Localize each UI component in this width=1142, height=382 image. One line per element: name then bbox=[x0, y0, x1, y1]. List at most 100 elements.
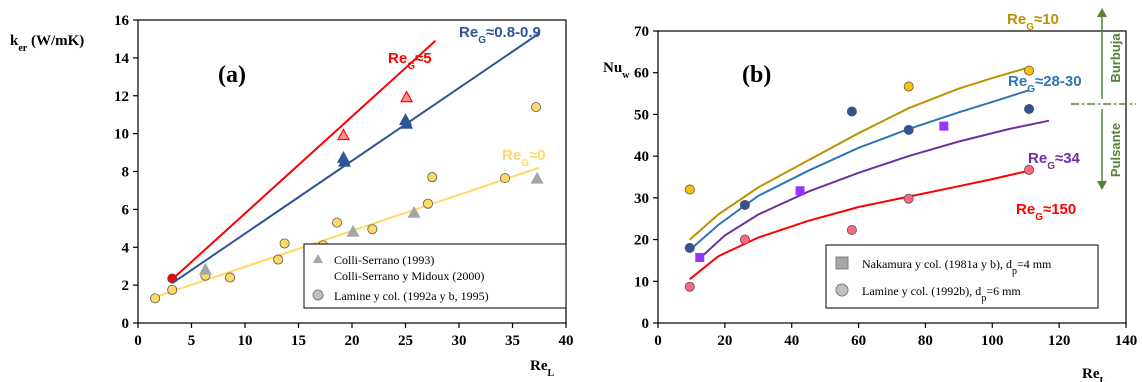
x-axis-label: ReL bbox=[1082, 366, 1107, 382]
curve-label: ReG≈0 bbox=[502, 147, 546, 169]
curve-label: ReG≈0.8-0.9 bbox=[459, 24, 541, 46]
data-point-triangle bbox=[336, 128, 350, 141]
x-tick-label: 140 bbox=[1115, 333, 1138, 349]
data-point-circle bbox=[684, 281, 695, 292]
legend-entry: Colli-Serrano (1993) bbox=[334, 253, 434, 267]
y-tick-label: 10 bbox=[634, 274, 649, 290]
series-line bbox=[689, 89, 1030, 251]
x-tick-label: 30 bbox=[452, 333, 467, 349]
x-tick-label: 15 bbox=[291, 333, 306, 349]
y-tick-label: 6 bbox=[122, 202, 130, 218]
data-point-circle bbox=[167, 284, 178, 295]
series-line bbox=[689, 169, 1030, 280]
data-point-square bbox=[695, 253, 705, 263]
x-tick-label: 120 bbox=[1048, 333, 1071, 349]
y-tick-label: 16 bbox=[114, 13, 130, 29]
y-tick-label: 14 bbox=[114, 51, 130, 67]
curve-label: ReG≈150 bbox=[1016, 201, 1076, 223]
data-point-triangle bbox=[400, 116, 414, 129]
x-tick-label: 10 bbox=[238, 333, 253, 349]
legend-entry: Colli-Serrano y Midoux (2000) bbox=[334, 269, 484, 283]
y-tick-label: 50 bbox=[634, 107, 649, 123]
series-line bbox=[689, 66, 1030, 241]
data-point-circle bbox=[1024, 104, 1035, 115]
data-point-triangle bbox=[346, 224, 360, 237]
x-tick-label: 5 bbox=[188, 333, 196, 349]
plot-frame bbox=[657, 30, 1127, 324]
regime-arrowhead-up bbox=[1097, 8, 1107, 17]
data-point-square bbox=[795, 186, 805, 196]
x-tick-label: 40 bbox=[559, 333, 574, 349]
x-tick-label: 80 bbox=[918, 333, 933, 349]
data-point-circle bbox=[739, 234, 750, 245]
legend-box bbox=[303, 243, 567, 309]
data-point-circle bbox=[150, 293, 161, 304]
data-point-circle bbox=[500, 173, 511, 184]
curve-label: ReG≈10 bbox=[1007, 11, 1059, 33]
y-tick-label: 40 bbox=[634, 149, 649, 165]
legend-entry: Lamine y col. (1992b), dp=6 mm bbox=[862, 284, 1021, 304]
data-point-circle bbox=[903, 193, 914, 204]
y-tick-label: 30 bbox=[634, 191, 649, 207]
legend-box bbox=[825, 244, 1099, 309]
data-point-circle bbox=[367, 224, 378, 235]
x-tick-label: 20 bbox=[717, 333, 732, 349]
data-point-triangle bbox=[400, 90, 414, 103]
series-line bbox=[171, 40, 437, 281]
curve-label: ReG≈5 bbox=[388, 50, 432, 72]
x-tick-label: 25 bbox=[398, 333, 413, 349]
x-tick-label: 20 bbox=[345, 333, 360, 349]
data-point-circle bbox=[846, 106, 857, 117]
x-tick-label: 60 bbox=[851, 333, 866, 349]
panel-b: 0 20 40 60 80 100 120 140 0 10 20 30 40 50 60 70 ReL Nuw (… bbox=[603, 8, 1137, 382]
x-tick-label: 0 bbox=[654, 333, 662, 349]
y-tick-label: 10 bbox=[114, 127, 129, 143]
legend-entry: Lamine y col. (1992a y b, 1995) bbox=[334, 289, 489, 303]
data-point-circle bbox=[531, 102, 542, 113]
x-tick-label: 100 bbox=[981, 333, 1004, 349]
series-line bbox=[153, 166, 540, 299]
curve-label: ReG≈34 bbox=[1028, 150, 1081, 172]
data-point-triangle bbox=[530, 171, 544, 184]
data-point-circle bbox=[846, 224, 857, 235]
data-point-circle bbox=[422, 198, 433, 209]
y-tick-label: 0 bbox=[122, 316, 130, 332]
regime-label-pulsante: Pulsante bbox=[1108, 123, 1123, 177]
regime-label-burbuja: Burbuja bbox=[1108, 33, 1123, 83]
x-tick-label: 0 bbox=[134, 333, 142, 349]
curve-label: ReG≈28-30 bbox=[1008, 73, 1082, 95]
panel-label: (a) bbox=[218, 62, 246, 88]
data-point-circle bbox=[739, 199, 750, 210]
y-tick-label: 2 bbox=[122, 278, 130, 294]
legend-marker-circle bbox=[312, 289, 324, 301]
y-tick-label: 4 bbox=[122, 240, 130, 256]
data-point-circle bbox=[427, 172, 438, 183]
data-point-circle bbox=[903, 124, 914, 135]
legend-marker-triangle bbox=[313, 254, 323, 263]
data-point-circle bbox=[273, 254, 284, 265]
data-point-circle bbox=[903, 81, 914, 92]
y-tick-label: 60 bbox=[634, 66, 649, 82]
x-tick-label: 35 bbox=[505, 333, 520, 349]
data-point-circle bbox=[225, 272, 236, 283]
data-point-circle bbox=[332, 217, 343, 228]
series-line bbox=[171, 32, 540, 285]
data-point-circle bbox=[1024, 65, 1035, 76]
panel-a: 0 5 10 15 20 25 30 35 40 0 2 4 6 8 10 12 14 16 ReL ker (W/m… bbox=[10, 13, 574, 379]
data-point-circle bbox=[684, 242, 695, 253]
y-axis-label: Nuw bbox=[603, 60, 630, 81]
data-point-circle bbox=[1024, 164, 1035, 175]
series-line bbox=[699, 119, 1050, 260]
y-axis-label: ker (W/mK) bbox=[10, 33, 84, 54]
legend-marker-square bbox=[835, 256, 849, 270]
y-tick-label: 20 bbox=[634, 233, 649, 249]
data-point-triangle bbox=[337, 154, 352, 167]
x-axis-label: ReL bbox=[530, 358, 555, 379]
y-tick-label: 0 bbox=[642, 316, 650, 332]
regime-arrowhead-down bbox=[1097, 181, 1107, 190]
data-point-circle bbox=[684, 184, 695, 195]
data-point-triangle bbox=[198, 262, 212, 275]
data-point-triangle bbox=[407, 205, 421, 218]
panel-label: (b) bbox=[742, 62, 771, 88]
